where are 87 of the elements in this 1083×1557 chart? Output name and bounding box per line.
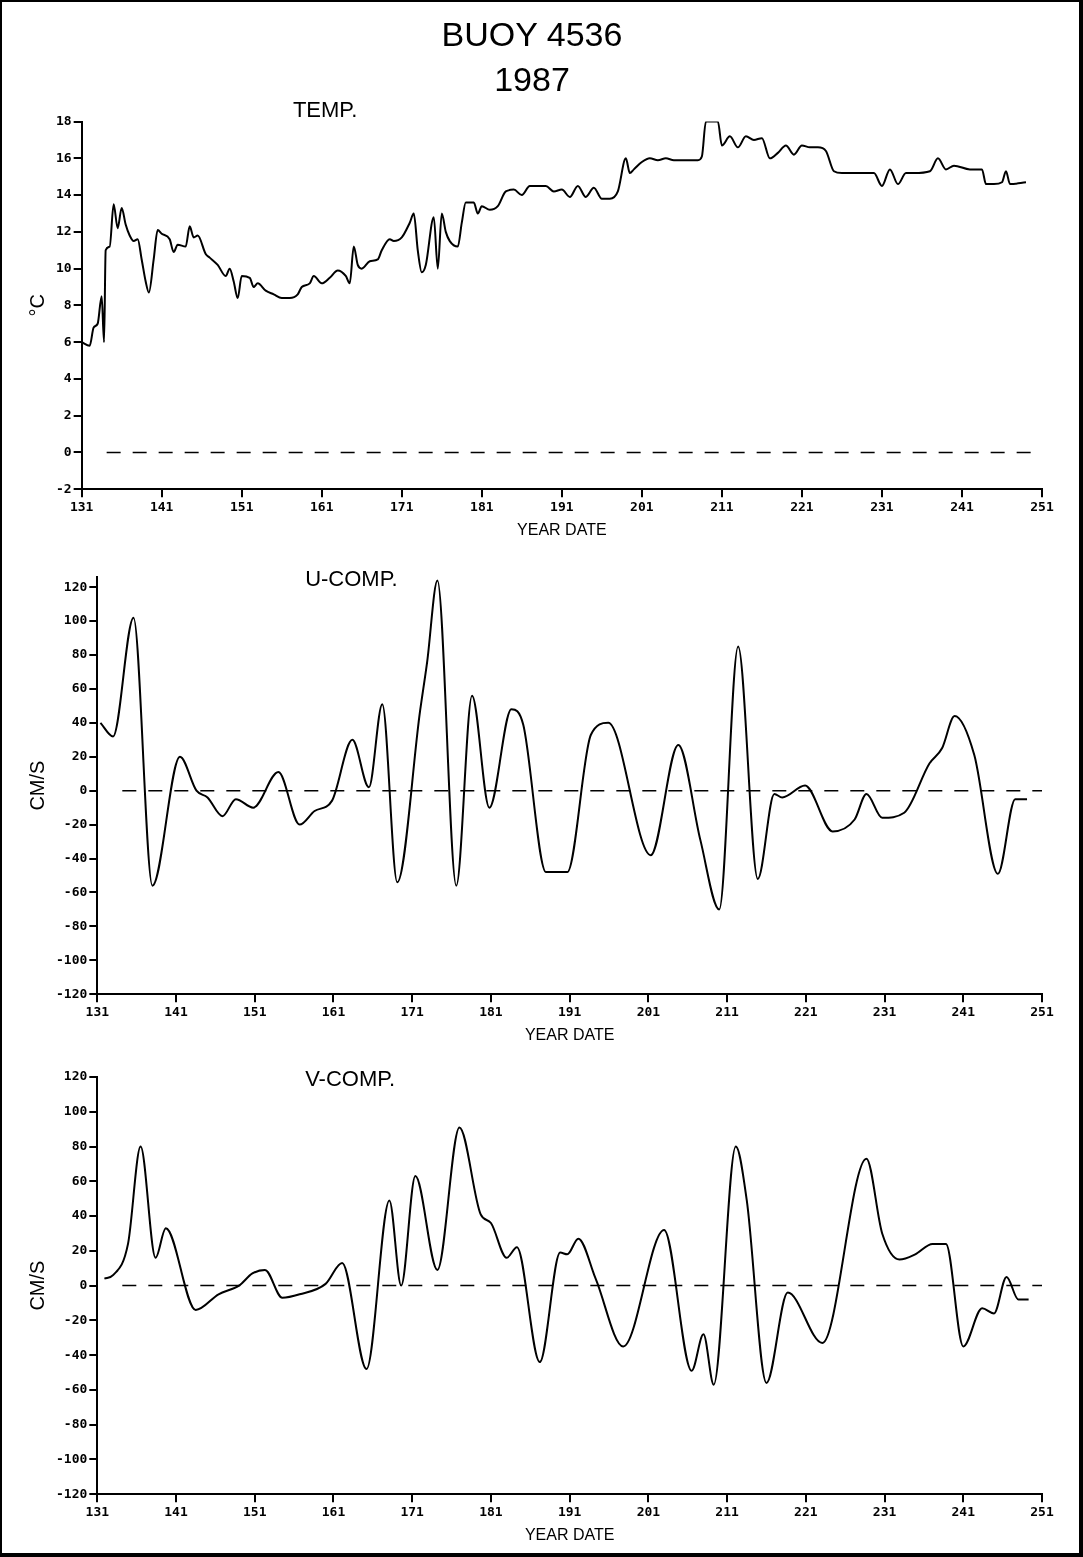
y-tick-label: 12 xyxy=(56,223,72,239)
x-axis-title: YEAR DATE xyxy=(524,1525,615,1543)
y-tick-label: 120 xyxy=(63,1068,88,1084)
y-tick-label: -60 xyxy=(63,1381,88,1397)
y-axis-title: CM/S xyxy=(25,1260,48,1311)
y-tick-label: -40 xyxy=(63,1346,88,1362)
x-tick-label: 221 xyxy=(794,1504,818,1520)
y-tick-label: 60 xyxy=(71,1172,88,1188)
x-axis-title: YEAR DATE xyxy=(517,520,607,538)
x-tick-label: 131 xyxy=(85,1004,110,1020)
y-tick-label: 20 xyxy=(71,1242,88,1258)
x-tick-label: 171 xyxy=(390,499,414,515)
y-tick-label: -60 xyxy=(63,883,88,899)
x-tick-label: 221 xyxy=(790,499,814,515)
x-tick-label: 241 xyxy=(951,1004,976,1020)
x-tick-label: 141 xyxy=(164,1504,188,1520)
x-tick-label: 231 xyxy=(870,499,894,515)
y-tick-label: -100 xyxy=(55,1450,88,1466)
y-tick-label: 40 xyxy=(71,714,88,730)
y-tick-label: 0 xyxy=(63,443,72,459)
y-tick-label: -20 xyxy=(63,815,88,831)
x-tick-label: 201 xyxy=(636,1004,661,1020)
x-tick-label: 211 xyxy=(710,499,734,515)
x-tick-label: 151 xyxy=(243,1504,267,1520)
annotation: V-COMP. xyxy=(305,1066,396,1092)
text: TEMP. xyxy=(292,96,358,122)
y-tick-label: -40 xyxy=(63,849,88,865)
x-tick-label: 171 xyxy=(400,1004,425,1020)
x-tick-label: 161 xyxy=(310,499,334,515)
y-tick-label: -20 xyxy=(63,1311,88,1327)
x-tick-label: 211 xyxy=(715,1504,740,1520)
x-tick-label: 251 xyxy=(1030,1504,1054,1520)
x-tick-label: 151 xyxy=(229,499,254,515)
x-tick-label: 131 xyxy=(85,1504,110,1520)
x-tick-label: 181 xyxy=(479,1004,503,1020)
y-tick-label: 80 xyxy=(71,1137,88,1153)
x-tick-label: 131 xyxy=(69,499,94,515)
y-tick-label: 6 xyxy=(63,333,72,349)
y-tick-label: -120 xyxy=(55,985,88,1001)
x-tick-label: 251 xyxy=(1030,1004,1054,1020)
y-tick-label: -120 xyxy=(55,1485,88,1501)
y-tick-label: 18 xyxy=(56,112,72,128)
x-tick-label: 151 xyxy=(243,1004,267,1020)
y-tick-label: 100 xyxy=(63,612,88,628)
x-tick-label: 201 xyxy=(630,499,654,515)
y-tick-label: 0 xyxy=(79,1276,88,1292)
x-tick-label: 191 xyxy=(550,499,574,515)
x-axis-title: YEAR DATE xyxy=(524,1025,615,1043)
x-tick-label: 201 xyxy=(636,1504,661,1520)
y-tick-label: 60 xyxy=(71,680,88,696)
y-tick-label: 4 xyxy=(63,370,72,386)
y-tick-label: -100 xyxy=(55,951,88,967)
x-tick-label: 181 xyxy=(479,1504,503,1520)
y-tick-label: 10 xyxy=(56,260,72,276)
y-tick-label: 8 xyxy=(63,296,72,312)
x-tick-label: 171 xyxy=(400,1504,425,1520)
x-tick-label: 241 xyxy=(951,1504,976,1520)
x-tick-label: 141 xyxy=(149,499,174,515)
y-tick-label: -80 xyxy=(63,917,88,933)
y-tick-label: 16 xyxy=(56,149,72,165)
x-tick-label: 191 xyxy=(557,1004,582,1020)
y-tick-label: 0 xyxy=(79,782,88,798)
chart-subtitle: 1987 xyxy=(494,59,570,98)
y-tick-label: 2 xyxy=(63,407,72,423)
y-axis-title: CM/S xyxy=(25,760,48,811)
x-tick-label: 181 xyxy=(470,499,494,515)
y-tick-label: -80 xyxy=(63,1416,88,1432)
y-tick-label: 80 xyxy=(71,646,88,662)
x-tick-label: 251 xyxy=(1030,499,1054,515)
x-tick-label: 191 xyxy=(557,1504,582,1520)
x-tick-label: 241 xyxy=(950,499,974,515)
y-tick-label: 100 xyxy=(63,1103,88,1119)
chart-title: BUOY 4536 xyxy=(441,14,623,53)
y-tick-label: 40 xyxy=(71,1207,88,1223)
x-tick-label: 161 xyxy=(321,1504,346,1520)
x-tick-label: 161 xyxy=(321,1004,346,1020)
y-tick-label: -2 xyxy=(56,480,72,496)
y-tick-label: 20 xyxy=(71,748,88,764)
y-axis-title: °C xyxy=(25,294,48,317)
x-tick-label: 231 xyxy=(872,1504,897,1520)
y-tick-label: 120 xyxy=(63,578,88,594)
x-tick-label: 211 xyxy=(715,1004,740,1020)
annotation: U-COMP. xyxy=(305,566,398,592)
x-tick-label: 141 xyxy=(164,1004,188,1020)
y-tick-label: 14 xyxy=(56,186,72,202)
x-tick-label: 231 xyxy=(872,1004,897,1020)
x-tick-label: 221 xyxy=(794,1004,818,1020)
